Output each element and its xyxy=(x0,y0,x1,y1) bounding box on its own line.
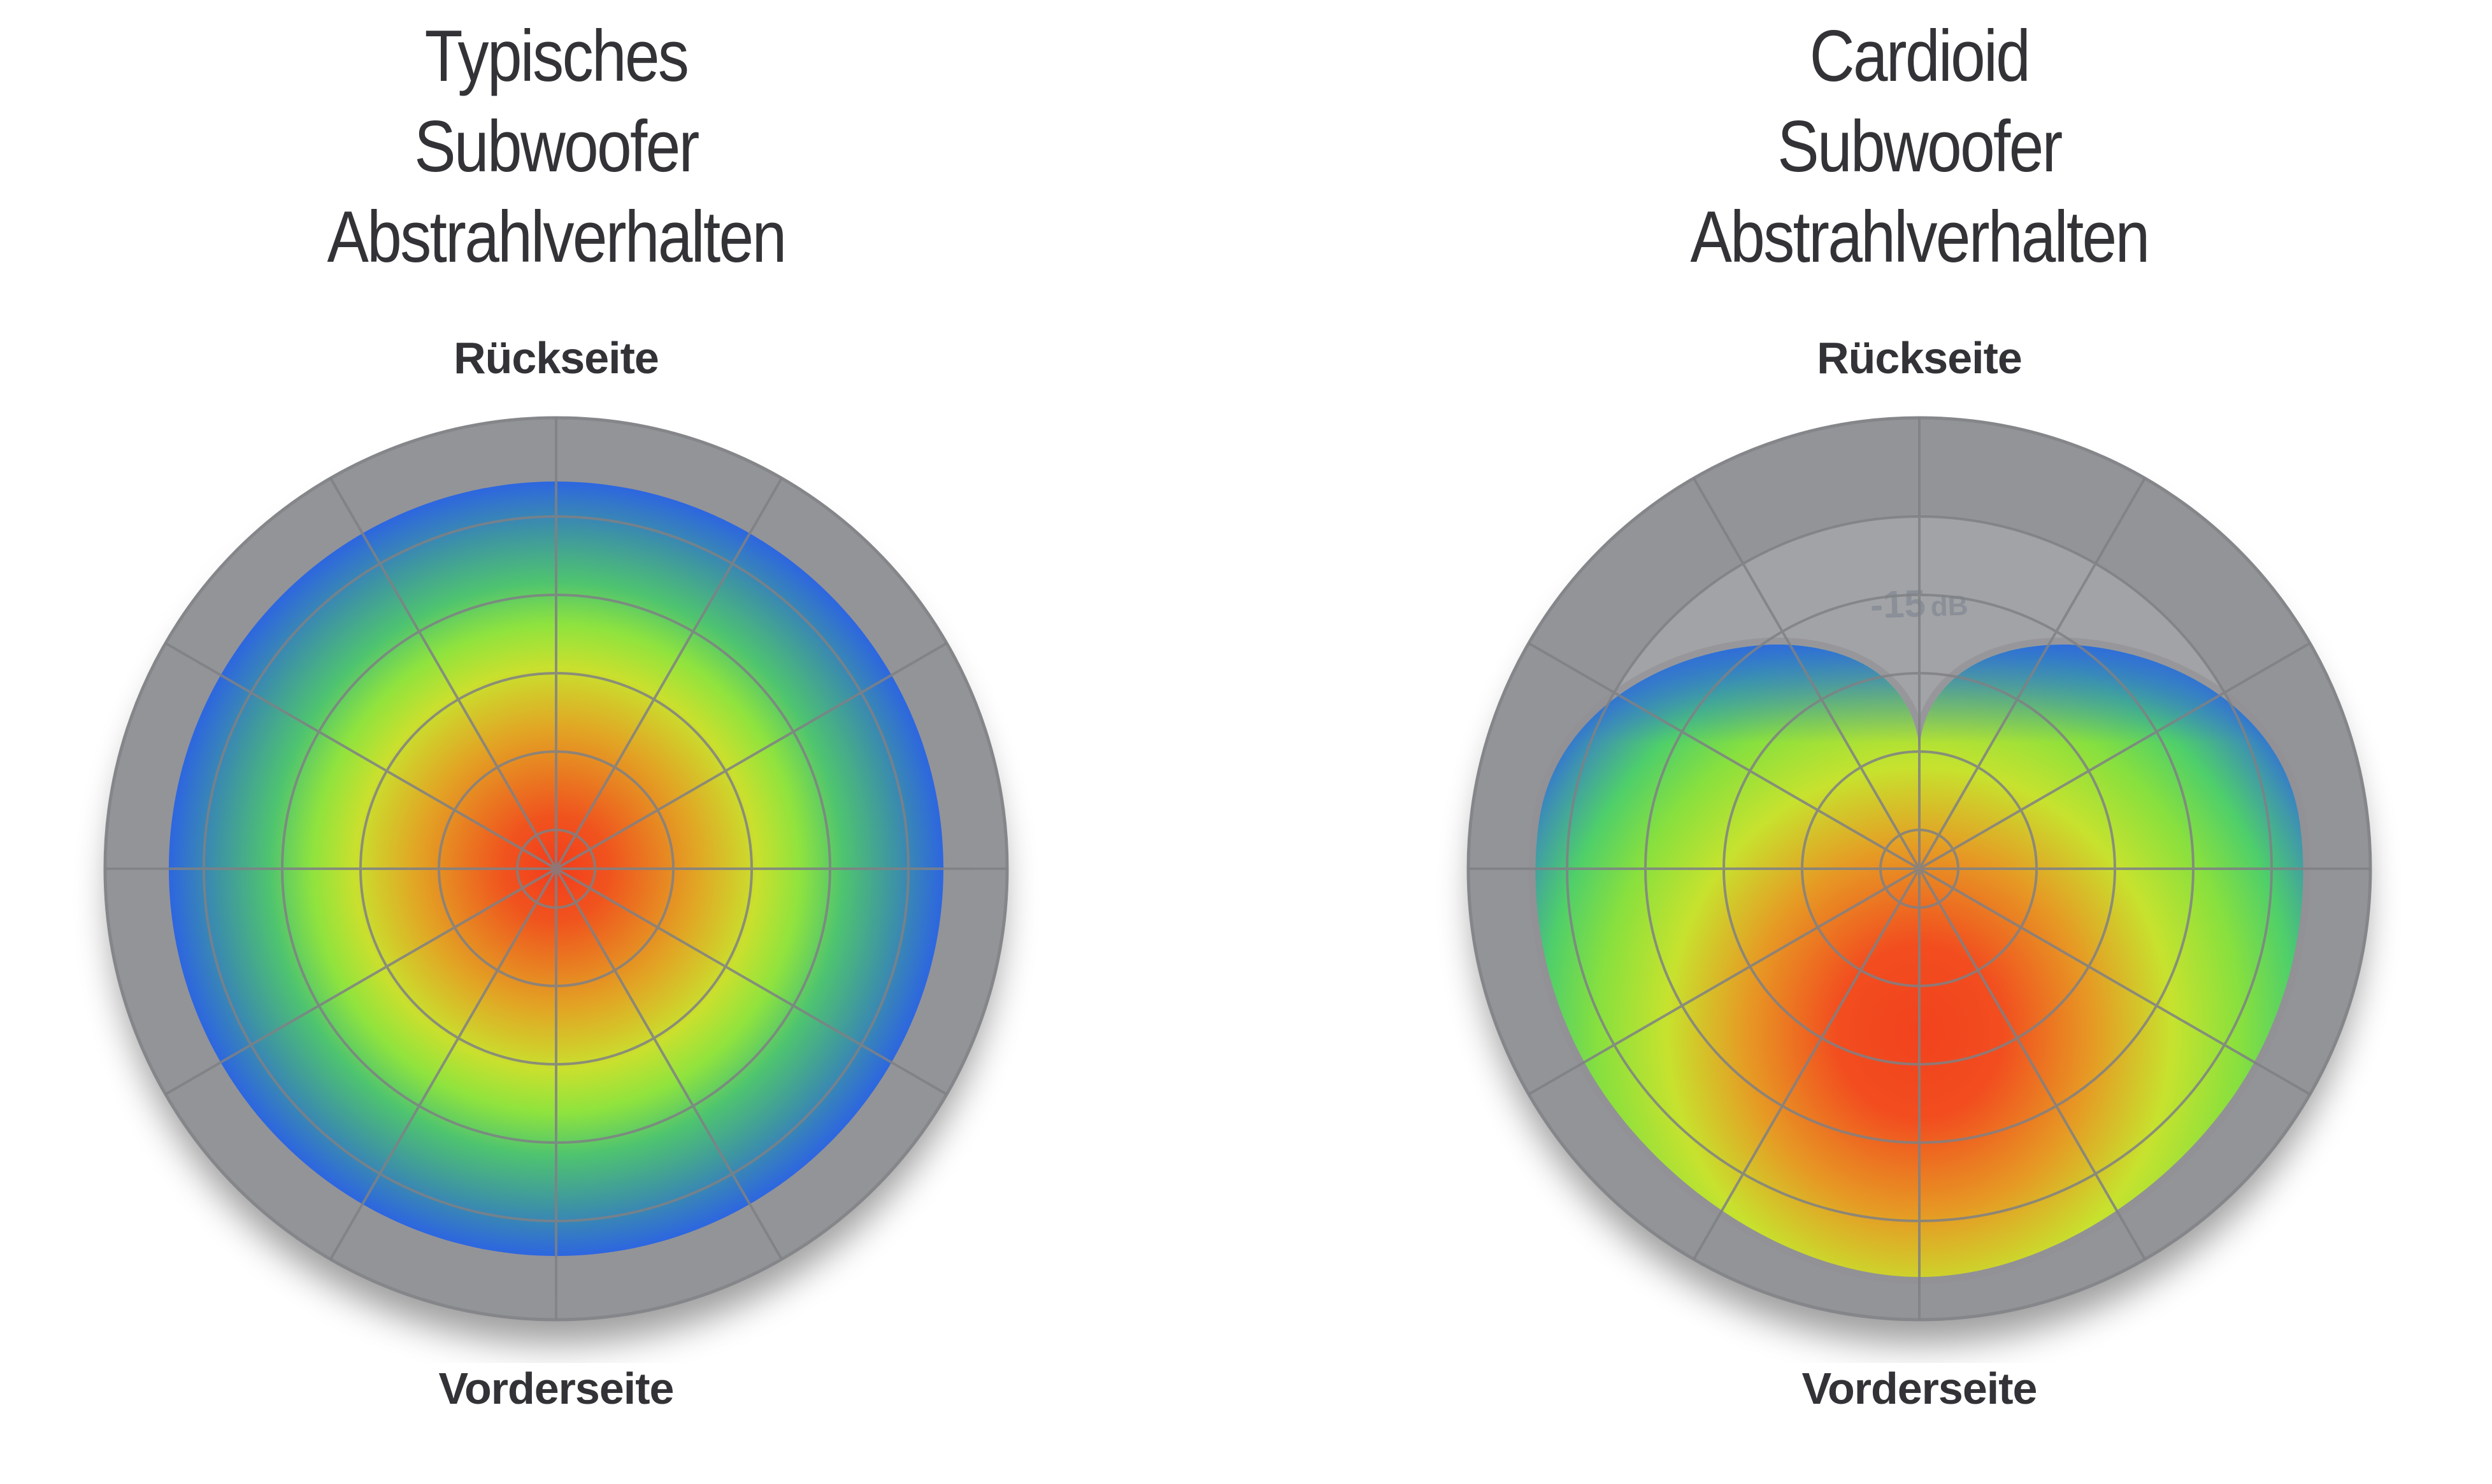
label-front: Vorderseite xyxy=(1801,1364,2038,1413)
label-rear: Rückseite xyxy=(1817,333,2023,383)
polar-grid xyxy=(1468,418,2370,1320)
polar-chart-cardioid: -15 dB xyxy=(1466,416,2372,1344)
chart-title-typical: Typisches Subwoofer Abstrahlverhalten xyxy=(78,11,1035,283)
title-line-2: Subwoofer xyxy=(414,106,699,187)
title-line-3: Abstrahlverhalten xyxy=(1690,197,2150,278)
panel-typical-subwoofer: Typisches Subwoofer Abstrahlverhalten Rü… xyxy=(0,0,1112,1484)
polar-grid xyxy=(105,418,1007,1320)
chart-title-cardioid: Cardioid Subwoofer Abstrahlverhalten xyxy=(1441,11,2398,283)
polar-chart-omnidirectional xyxy=(103,416,1009,1344)
title-line-2: Subwoofer xyxy=(1777,106,2063,187)
title-line-3: Abstrahlverhalten xyxy=(327,197,787,278)
title-line-1: Cardioid xyxy=(1809,16,2031,97)
title-line-1: Typisches xyxy=(424,16,689,97)
label-front: Vorderseite xyxy=(438,1364,675,1413)
label-rear: Rückseite xyxy=(454,333,659,383)
panel-cardioid-subwoofer: Cardioid Subwoofer Abstrahlverhalten Rüc… xyxy=(1363,0,2475,1484)
